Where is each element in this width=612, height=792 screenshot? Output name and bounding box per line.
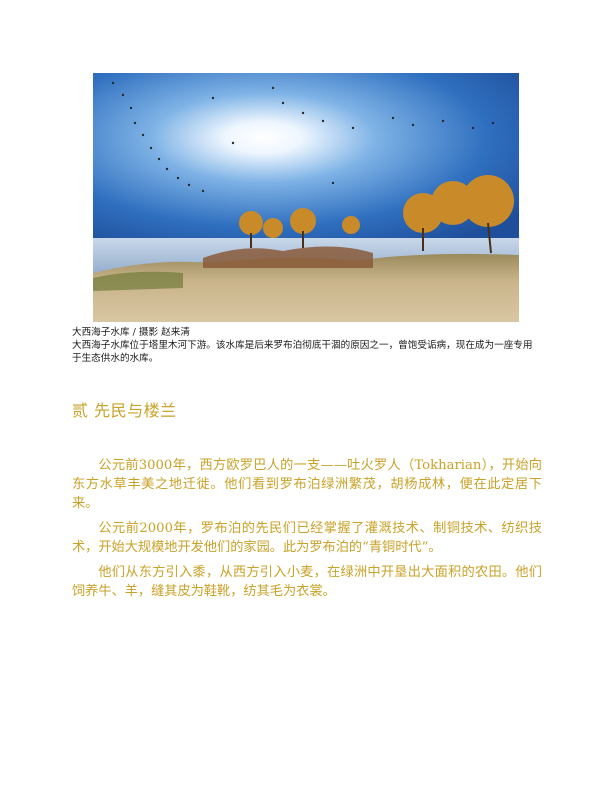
section-heading: 贰 先民与楼兰 [72, 401, 177, 420]
paragraph: 公元前3000年，西方欧罗巴人的一支——吐火罗人（Tokharian），开始向东… [72, 458, 542, 511]
paragraph: 公元前2000年，罗布泊的先民们已经掌握了灌溉技术、制铜技术、纺织技术，开始大规… [72, 521, 542, 555]
figure-caption: 大西海子水库 / 摄影 赵来清 大西海子水库位于塔里木河下游。该水库是后来罗布泊… [72, 326, 542, 365]
reservoir-photo [93, 73, 519, 322]
paragraph: 他们从东方引入黍，从西方引入小麦，在绿洲中开垦出大面积的农田。他们饲养牛、羊，缝… [72, 565, 542, 599]
section-body: 公元前3000年，西方欧罗巴人的一支——吐火罗人（Tokharian），开始向东… [72, 456, 542, 607]
figure-title: 大西海子水库 / 摄影 赵来清 [72, 327, 190, 338]
figure-description: 大西海子水库位于塔里木河下游。该水库是后来罗布泊彻底干涸的原因之一，曾饱受诟病，… [72, 340, 533, 364]
